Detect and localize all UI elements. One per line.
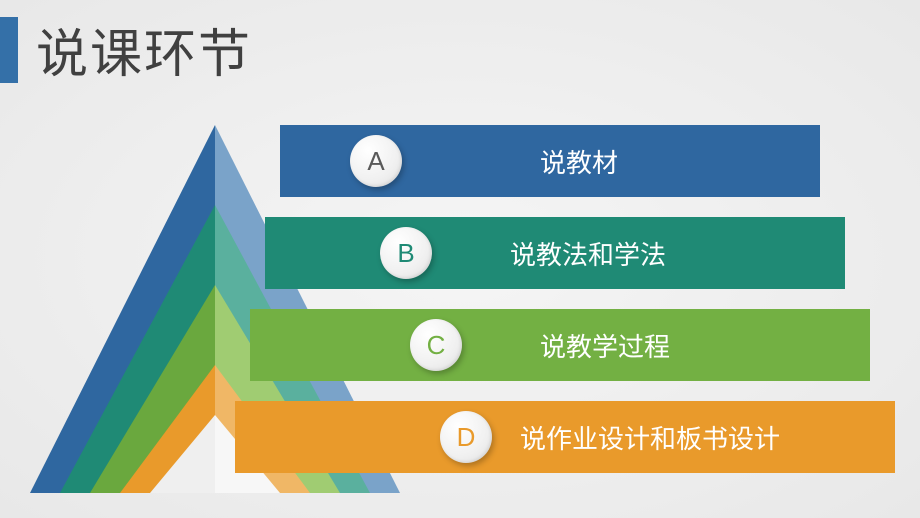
badge-d: D (440, 411, 492, 463)
badge-letter-c: C (427, 330, 446, 361)
bar-row-a: A 说教材 (280, 125, 900, 197)
bar-row-c: C 说教学过程 (250, 309, 870, 381)
bar-row-b: B 说教法和学法 (265, 217, 885, 289)
title-bar: 说课环节 (0, 12, 252, 87)
bar-row-d: D 说作业设计和板书设计 (235, 401, 855, 473)
badge-a: A (350, 135, 402, 187)
bar-label-a: 说教材 (540, 143, 618, 180)
bars-container: A 说教材 B 说教法和学法 C 说教学过程 D 说作业设计和板书设计 (280, 125, 900, 493)
badge-b: B (380, 227, 432, 279)
bar-label-b: 说教法和学法 (510, 235, 666, 272)
badge-c: C (410, 319, 462, 371)
badge-letter-b: B (397, 238, 414, 269)
page-title: 说课环节 (36, 12, 252, 87)
bar-label-d: 说作业设计和板书设计 (520, 419, 780, 456)
title-accent (0, 17, 18, 83)
diagram-container: A 说教材 B 说教法和学法 C 说教学过程 D 说作业设计和板书设计 (30, 125, 910, 505)
bar-label-c: 说教学过程 (540, 327, 670, 364)
badge-letter-a: A (367, 146, 384, 177)
badge-letter-d: D (457, 422, 476, 453)
